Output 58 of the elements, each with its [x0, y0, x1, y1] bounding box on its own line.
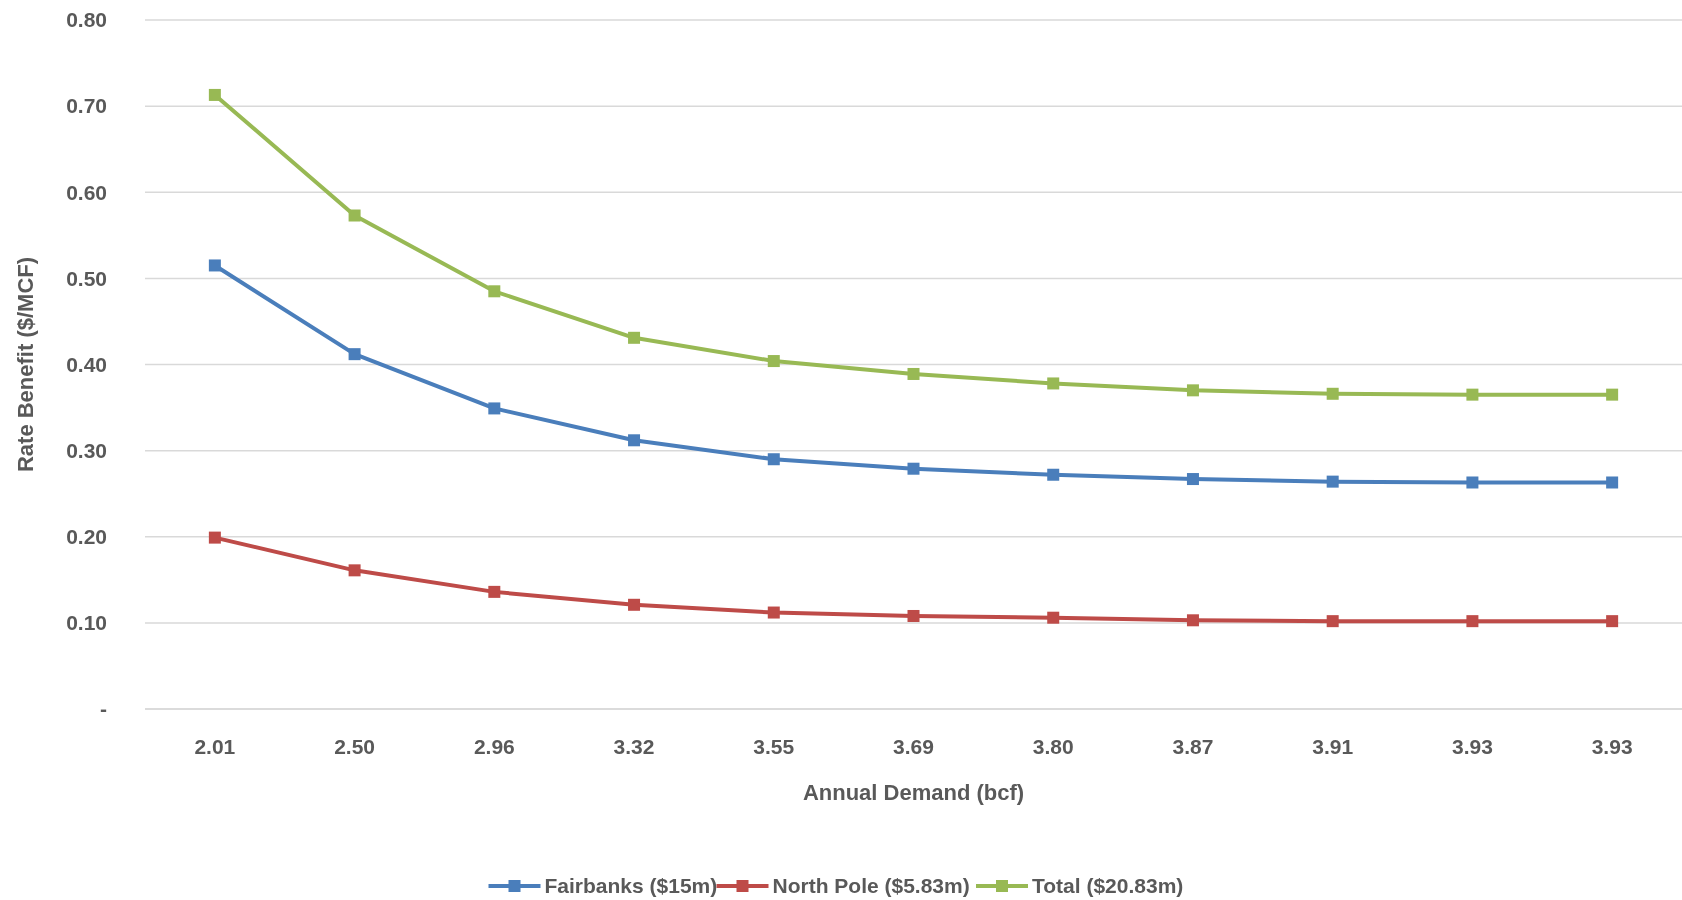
y-axis-title: Rate Benefit ($/MCF) [13, 256, 38, 473]
y-tick-label: 0.80 [66, 8, 107, 32]
y-tick-label: 0.60 [66, 180, 107, 204]
y-tick-label: 0.50 [66, 266, 107, 290]
point [488, 585, 501, 598]
point [767, 355, 780, 368]
point [1186, 473, 1199, 486]
point [1606, 388, 1619, 401]
point [1186, 614, 1199, 627]
x-axis-title: Annual Demand (bcf) [802, 780, 1025, 805]
x-tick-label: 3.87 [1172, 735, 1214, 758]
y-tick-label: 0.10 [66, 611, 107, 635]
point [488, 285, 501, 298]
y-tick-label: - [100, 697, 107, 721]
point [208, 259, 221, 272]
point [1466, 615, 1479, 628]
point [628, 434, 641, 447]
point [1326, 615, 1339, 628]
legend-label: North Pole ($5.83m) [772, 874, 970, 898]
point [348, 348, 361, 361]
x-tick-label: 2.96 [473, 735, 515, 758]
x-tick-label: 3.91 [1312, 735, 1354, 758]
point [1606, 615, 1619, 628]
point [767, 606, 780, 619]
x-tick-label: 3.80 [1032, 735, 1074, 758]
point [348, 209, 361, 222]
point [628, 598, 641, 611]
point [1326, 475, 1339, 488]
x-tick-label: 3.69 [893, 735, 934, 758]
x-tick-label: 3.32 [613, 735, 655, 758]
x-tick-label: 2.01 [194, 735, 236, 758]
point [1186, 384, 1199, 397]
x-tick-label: 3.55 [753, 735, 795, 758]
point [907, 367, 920, 380]
point [1466, 388, 1479, 401]
point [1047, 611, 1060, 624]
y-tick-label: 0.30 [66, 438, 107, 462]
y-tick-label: 0.40 [66, 352, 107, 376]
point [907, 462, 920, 475]
point [488, 402, 501, 415]
point [348, 564, 361, 577]
x-tick-label: 3.93 [1451, 735, 1493, 758]
point [1047, 468, 1060, 481]
legend-label: Total ($20.83m) [1032, 874, 1184, 898]
point [208, 88, 221, 101]
point [907, 609, 920, 622]
point [1466, 476, 1479, 489]
point [1047, 377, 1060, 390]
point [628, 331, 641, 344]
point [1326, 387, 1339, 400]
legend-label: Fairbanks ($15m) [544, 874, 718, 898]
y-tick-label: 0.20 [66, 525, 107, 549]
y-tick-label: 0.70 [66, 94, 107, 118]
x-tick-label: 3.93 [1591, 735, 1633, 758]
x-tick-label: 2.50 [334, 735, 376, 758]
point [208, 531, 221, 544]
point [1606, 476, 1619, 489]
point [767, 453, 780, 466]
